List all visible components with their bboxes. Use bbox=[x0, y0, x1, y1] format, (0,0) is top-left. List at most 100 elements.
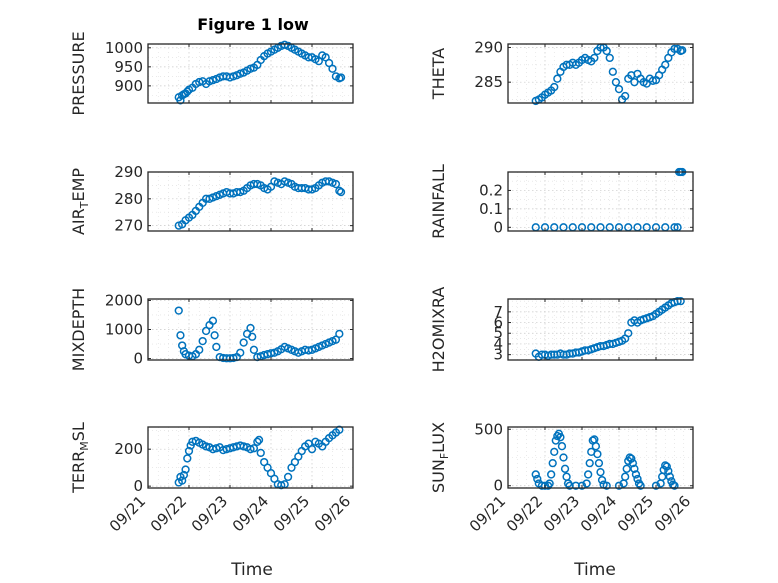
data-point bbox=[307, 445, 317, 454]
data-point bbox=[597, 475, 607, 485]
y-axis-label-tail: LUX bbox=[429, 422, 448, 453]
series-markers bbox=[174, 40, 346, 105]
y-axis-label-main: RAINFALL bbox=[429, 164, 448, 239]
data-point bbox=[239, 338, 248, 347]
y-axis-label: TERRMSL bbox=[69, 422, 91, 494]
y-tick-label: 285 bbox=[474, 73, 503, 91]
data-point bbox=[336, 73, 346, 82]
data-point bbox=[662, 462, 671, 471]
data-point bbox=[328, 64, 337, 73]
data-point bbox=[201, 326, 211, 336]
y-tick-label: 0 bbox=[493, 477, 503, 495]
axes-frame bbox=[147, 426, 354, 489]
series-markers bbox=[531, 429, 679, 490]
data-point bbox=[614, 84, 624, 94]
data-point bbox=[591, 442, 601, 451]
data-point bbox=[336, 187, 346, 197]
data-point bbox=[335, 329, 344, 339]
series-markers bbox=[174, 306, 344, 363]
data-point bbox=[201, 442, 211, 451]
data-point bbox=[557, 442, 567, 451]
data-point bbox=[665, 472, 675, 481]
data-point bbox=[556, 433, 565, 442]
y-tick-label: 280 bbox=[114, 190, 143, 208]
data-point bbox=[602, 46, 611, 56]
y-tick-label: 950 bbox=[114, 58, 143, 76]
y-axis-label-subscript: M bbox=[78, 441, 91, 451]
y-axis-label: MIXDEPTH bbox=[69, 288, 88, 371]
axes-frame bbox=[507, 171, 694, 232]
plot-area bbox=[508, 172, 693, 231]
y-axis-label-tail: SL bbox=[69, 422, 88, 441]
data-point bbox=[651, 481, 661, 490]
y-axis-label-main: THETA bbox=[429, 48, 448, 100]
series-markers bbox=[531, 296, 685, 361]
y-tick-label: 1000 bbox=[105, 321, 143, 339]
data-point bbox=[590, 53, 599, 63]
data-point bbox=[181, 465, 190, 474]
subplot-3: 270 280 290 AIRTEMP bbox=[69, 163, 354, 235]
y-axis-label-main: SUN bbox=[429, 459, 448, 493]
y-axis-label-subscript: F bbox=[438, 453, 451, 459]
data-point bbox=[611, 78, 621, 87]
series-markers bbox=[531, 43, 687, 106]
subplot-5: 0 1000 2000 MIXDEPTH bbox=[69, 288, 354, 371]
data-point bbox=[331, 179, 341, 189]
data-point bbox=[585, 458, 594, 468]
data-point bbox=[596, 468, 605, 477]
data-point bbox=[622, 464, 631, 473]
y-axis-label-tail: EMP bbox=[69, 168, 88, 202]
data-point bbox=[531, 470, 540, 479]
data-point bbox=[559, 453, 568, 462]
y-axis-label-main: AIR bbox=[69, 208, 88, 235]
data-point bbox=[670, 481, 679, 490]
data-point bbox=[582, 479, 591, 488]
data-point bbox=[628, 458, 638, 468]
data-point bbox=[560, 464, 570, 473]
figure-title: Figure 1 low bbox=[197, 15, 309, 34]
y-axis-label-main: MIXDEPTH bbox=[69, 288, 88, 371]
y-tick-label: 270 bbox=[114, 217, 143, 235]
axes-frame bbox=[507, 298, 694, 361]
data-point bbox=[633, 474, 642, 484]
y-tick-label: 200 bbox=[114, 440, 143, 458]
y-tick-label: 6 bbox=[493, 314, 503, 332]
y-axis-label-subscript: T bbox=[78, 201, 91, 209]
y-tick-label: 0.2 bbox=[479, 181, 503, 199]
axes-frame bbox=[507, 43, 694, 104]
data-point bbox=[631, 470, 641, 479]
data-point bbox=[661, 60, 670, 69]
data-point bbox=[331, 335, 341, 344]
data-point bbox=[183, 87, 192, 96]
subplot-2: 285 290 THETA bbox=[429, 38, 694, 106]
data-point bbox=[248, 332, 257, 341]
data-point bbox=[673, 296, 682, 306]
data-point bbox=[184, 446, 194, 456]
y-axis-label-main: PRESSURE bbox=[69, 31, 88, 115]
data-point bbox=[636, 481, 645, 490]
data-point bbox=[577, 481, 587, 490]
data-point bbox=[198, 336, 207, 346]
axes-frame bbox=[147, 43, 354, 104]
data-point bbox=[602, 481, 611, 490]
data-point bbox=[283, 472, 293, 482]
y-tick-label: 3 bbox=[493, 346, 503, 364]
y-tick-label: 0 bbox=[133, 477, 143, 495]
data-point bbox=[614, 481, 624, 490]
data-point bbox=[553, 74, 562, 83]
y-tick-label: 2000 bbox=[105, 291, 143, 309]
data-point bbox=[593, 449, 602, 459]
data-point bbox=[548, 458, 557, 468]
data-point bbox=[533, 474, 542, 484]
y-tick-label: 4 bbox=[493, 335, 503, 353]
data-point bbox=[239, 442, 248, 451]
y-tick-label: 1000 bbox=[105, 39, 143, 57]
data-point bbox=[545, 479, 554, 488]
axes-frame bbox=[147, 171, 354, 232]
data-point bbox=[605, 53, 614, 63]
data-point bbox=[256, 448, 265, 458]
y-axis-label-main: H2OMIXRA bbox=[429, 287, 448, 373]
y-tick-label: 7 bbox=[493, 303, 503, 321]
series-markers bbox=[174, 177, 346, 230]
